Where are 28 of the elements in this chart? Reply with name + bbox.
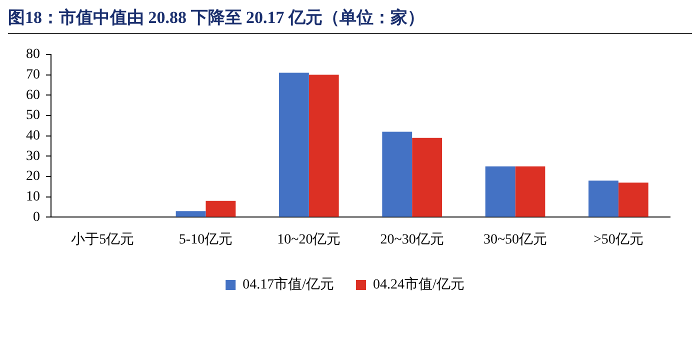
- y-tick-label: 30: [26, 148, 40, 164]
- bar: [515, 166, 546, 217]
- x-tick-label: >50亿元: [593, 231, 644, 248]
- chart-title: 图18：市值中值由 20.88 下降至 20.17 亿元（单位：家）: [8, 6, 692, 34]
- x-tick-label: 20~30亿元: [380, 231, 444, 248]
- bar: [485, 166, 516, 217]
- legend-label: 04.24市值/亿元: [373, 276, 464, 293]
- y-tick-label: 20: [26, 169, 40, 184]
- y-tick-label: 50: [26, 108, 40, 124]
- legend-label: 04.17市值/亿元: [242, 276, 334, 293]
- bar: [279, 72, 309, 217]
- bar: [206, 200, 236, 217]
- y-tick-label: 10: [26, 190, 40, 205]
- bar: [412, 138, 442, 217]
- x-tick-label: 30~50亿元: [483, 231, 548, 248]
- y-tick-label: 70: [26, 67, 40, 82]
- y-tick-label: 80: [26, 47, 40, 62]
- y-tick-label: 40: [26, 128, 40, 144]
- x-tick-label: 小于5亿元: [71, 231, 134, 248]
- bar: [308, 74, 339, 217]
- bar: [176, 211, 206, 217]
- x-tick-label: 10~20亿元: [277, 231, 341, 248]
- bar: [588, 180, 618, 217]
- x-tick-label: 5-10亿元: [178, 231, 233, 248]
- y-tick-label: 0: [33, 210, 40, 225]
- bar: [382, 132, 412, 217]
- bar: [618, 182, 648, 217]
- y-tick-label: 60: [26, 88, 40, 103]
